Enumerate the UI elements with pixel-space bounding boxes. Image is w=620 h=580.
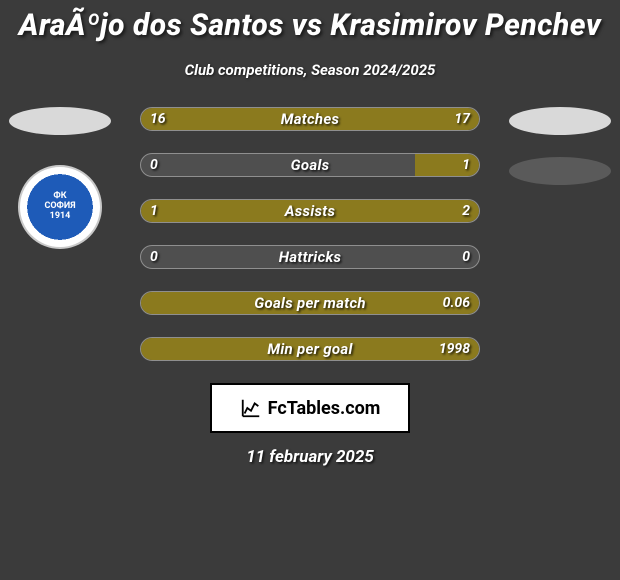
bar-right-fill	[141, 292, 479, 314]
stat-row: Goals01	[140, 153, 480, 177]
chart-icon	[240, 397, 262, 419]
player2-club-pill	[509, 157, 611, 185]
stat-row: Matches1617	[140, 107, 480, 131]
bar-track	[140, 199, 480, 223]
page-title: AraÃºjo dos Santos vs Krasimirov Penchev	[0, 0, 620, 43]
source-badge: FcTables.com	[210, 383, 410, 433]
bar-track	[140, 291, 480, 315]
bar-left-fill	[141, 200, 254, 222]
bar-left-fill	[141, 108, 305, 130]
bar-right-fill	[141, 338, 479, 360]
player2-name-pill	[509, 107, 611, 135]
crest-text: ФКСОФИЯ1914	[44, 192, 75, 222]
footer-date: 11 february 2025	[0, 447, 620, 467]
bar-right-fill	[254, 200, 479, 222]
bar-right-fill	[415, 154, 479, 176]
bar-right-fill	[305, 108, 479, 130]
stat-bars: Matches1617 Goals01 Assists12 Hattricks00 Go…	[140, 107, 480, 361]
player1-name-pill	[9, 107, 111, 135]
bar-track	[140, 153, 480, 177]
source-badge-text: FcTables.com	[268, 398, 381, 419]
bar-track	[140, 245, 480, 269]
right-player-column	[500, 107, 620, 185]
comparison-chart: ФКСОФИЯ1914 Matches1617 Goals01 Assists12 H…	[0, 107, 620, 361]
stat-row: Hattricks00	[140, 245, 480, 269]
left-player-column: ФКСОФИЯ1914	[0, 107, 120, 249]
stat-row: Min per goal1998	[140, 337, 480, 361]
bar-track	[140, 337, 480, 361]
page-subtitle: Club competitions, Season 2024/2025	[0, 61, 620, 79]
stat-row: Assists12	[140, 199, 480, 223]
stat-row: Goals per match0.06	[140, 291, 480, 315]
bar-track	[140, 107, 480, 131]
player1-club-crest: ФКСОФИЯ1914	[18, 165, 102, 249]
